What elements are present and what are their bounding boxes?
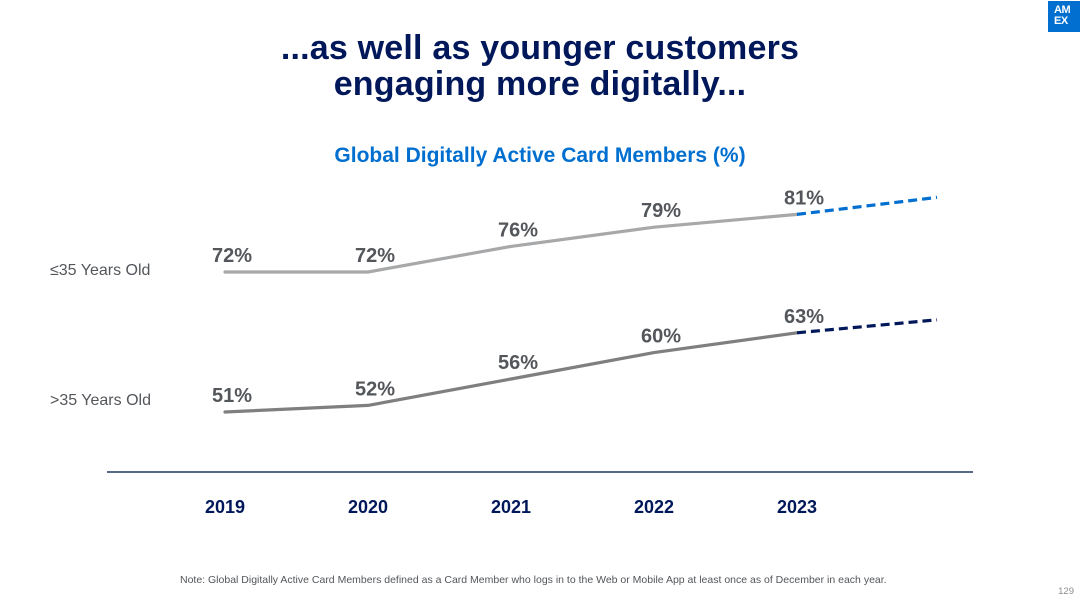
series-line-young [223, 212, 799, 274]
x-tick-label: 2020 [348, 497, 388, 517]
series-label-young: ≤35 Years Old [50, 262, 151, 279]
amex-logo-line-2: EX [1054, 15, 1068, 27]
projection-line-young [796, 195, 938, 216]
series-line-old [223, 331, 799, 414]
slide-title-line-2: engaging more digitally... [333, 65, 747, 103]
x-tick-label: 2022 [634, 497, 674, 517]
data-label: 72% [355, 245, 395, 267]
slide-title: ...as well as younger customers engaging… [190, 30, 890, 102]
projection-line-old [796, 318, 938, 335]
amex-logo-line-1: AM [1054, 4, 1071, 16]
data-label: 60% [641, 326, 681, 348]
data-label: 63% [784, 306, 824, 328]
slide-title-line-1: ...as well as younger customers [280, 29, 800, 67]
x-tick-label: 2023 [777, 497, 817, 517]
footnote: Note: Global Digitally Active Card Membe… [180, 574, 887, 586]
data-label: 52% [355, 378, 395, 400]
data-label: 56% [498, 352, 538, 374]
data-label: 72% [212, 245, 252, 267]
x-tick-label: 2019 [205, 497, 245, 517]
data-label: 79% [641, 200, 681, 222]
page-number: 129 [1058, 586, 1074, 597]
x-tick-label: 2021 [491, 497, 531, 517]
amex-logo: AM EX [1048, 1, 1080, 32]
data-label: 76% [498, 219, 538, 241]
chart-title: Global Digitally Active Card Members (%) [334, 144, 746, 167]
series-label-old: >35 Years Old [50, 392, 151, 409]
data-label: 81% [784, 187, 824, 209]
data-label: 51% [212, 385, 252, 407]
